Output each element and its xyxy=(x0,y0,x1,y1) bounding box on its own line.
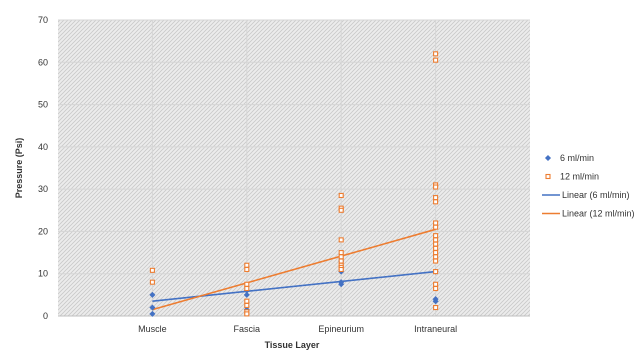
x-axis-title: Tissue Layer xyxy=(265,340,320,350)
legend-entry: Linear (12 ml/min) xyxy=(542,209,635,219)
diamond-point xyxy=(338,281,345,288)
square-point xyxy=(149,279,155,285)
square-point xyxy=(244,262,250,268)
square-point xyxy=(433,258,439,264)
legend: 6 ml/min 12 ml/min Linear (6 ml/min) Linear… xyxy=(542,153,635,219)
trend-lines xyxy=(152,228,436,311)
y-tick-label: 20 xyxy=(38,226,48,236)
square-point xyxy=(433,250,439,256)
square-point xyxy=(433,254,439,260)
y-tick-label: 40 xyxy=(38,142,48,152)
legend-label: Linear (6 ml/min) xyxy=(562,190,630,200)
legend-entry: 12 ml/min xyxy=(545,172,599,182)
square-point xyxy=(433,304,439,311)
square-point xyxy=(338,250,344,256)
square-point xyxy=(433,224,439,230)
x-tick-label: Fascia xyxy=(234,324,261,334)
square-point xyxy=(149,267,155,273)
diamond-point xyxy=(243,291,250,298)
square-point xyxy=(338,192,344,199)
x-tick-label: Muscle xyxy=(138,324,167,334)
y-tick-label: 0 xyxy=(43,311,48,321)
square-point xyxy=(338,237,344,243)
square-point xyxy=(433,281,439,287)
legend-entry: Linear (6 ml/min) xyxy=(542,190,630,200)
diamond-point xyxy=(432,298,439,305)
square-point xyxy=(433,241,439,247)
square-point xyxy=(244,311,250,317)
plot-area xyxy=(58,20,530,316)
data-markers xyxy=(149,51,439,317)
y-axis-ticks: 0 10 20 30 40 50 60 70 xyxy=(38,15,48,321)
square-point xyxy=(433,285,439,292)
legend-label: 6 ml/min xyxy=(560,153,594,163)
square-point xyxy=(338,207,344,213)
x-axis-ticks: Muscle Fascia Epineurium Intraneural xyxy=(138,324,457,334)
square-point xyxy=(338,266,344,273)
square-point xyxy=(433,220,439,226)
square-point xyxy=(433,195,439,201)
y-tick-label: 60 xyxy=(38,57,48,67)
diamond-point xyxy=(149,310,156,317)
y-tick-label: 10 xyxy=(38,269,48,279)
legend-label: 12 ml/min xyxy=(560,172,599,182)
grid-lines xyxy=(58,19,530,317)
square-point xyxy=(433,51,439,57)
diamond-point xyxy=(149,304,156,311)
legend-marker-swatch xyxy=(545,173,551,180)
square-point xyxy=(433,184,439,190)
square-point xyxy=(338,254,344,260)
square-point xyxy=(244,302,250,308)
square-point xyxy=(433,199,439,205)
square-point xyxy=(433,237,439,243)
y-tick-label: 70 xyxy=(38,15,48,25)
square-point xyxy=(433,245,439,251)
square-point xyxy=(338,258,344,264)
trend-line xyxy=(152,228,436,311)
square-point xyxy=(433,269,439,275)
square-point xyxy=(244,298,250,304)
x-tick-label: Intraneural xyxy=(414,324,457,334)
y-tick-label: 30 xyxy=(38,184,48,194)
x-tick-label: Epineurium xyxy=(318,324,364,334)
square-point xyxy=(433,57,439,63)
y-tick-label: 50 xyxy=(38,100,48,110)
square-point xyxy=(244,266,250,273)
diamond-point xyxy=(149,291,156,298)
y-axis-title: Pressure (Psi) xyxy=(14,138,24,199)
legend-entry: 6 ml/min xyxy=(544,153,594,163)
square-point xyxy=(244,285,250,292)
legend-marker-swatch xyxy=(544,154,552,162)
square-point xyxy=(244,281,250,287)
legend-label: Linear (12 ml/min) xyxy=(562,209,635,219)
square-point xyxy=(433,233,439,239)
